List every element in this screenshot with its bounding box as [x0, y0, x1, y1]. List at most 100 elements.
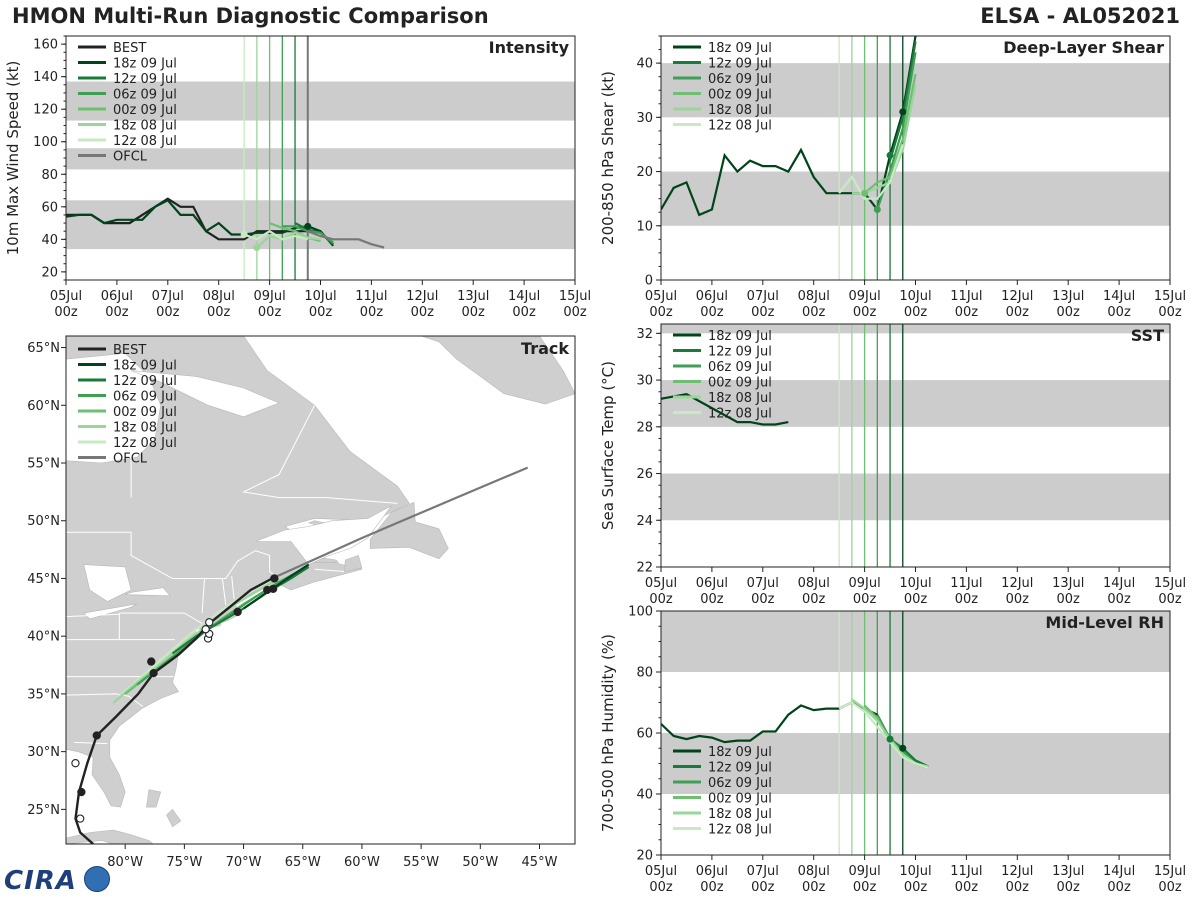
cira-logo: CIRA	[4, 866, 77, 896]
best-track-point	[147, 657, 156, 666]
sst-series-line	[661, 392, 789, 426]
track-line	[271, 466, 529, 580]
rh-panel: 2040608010005Jul00z06Jul00z07Jul00z08Jul…	[599, 605, 1186, 896]
sst-xtick-label: 13Jul	[1052, 576, 1084, 591]
sst-xtick-label: 00z	[1158, 592, 1182, 607]
rh-legend-label: 12z 09 Jul	[708, 761, 772, 776]
rh-xtick-label: 00z	[904, 880, 928, 895]
sst-ytick-label: 28	[636, 420, 653, 435]
intensity-xtick-label: 06Jul	[101, 289, 133, 304]
rh-xtick-label: 13Jul	[1052, 864, 1084, 879]
sst-band	[661, 324, 1170, 334]
track-ytick-label: 40°N	[27, 630, 60, 645]
sst-legend-label: 00z 09 Jul	[708, 376, 772, 391]
sst-band	[661, 473, 1170, 521]
border-line	[314, 568, 345, 572]
shear-xtick-label: 00z	[751, 305, 775, 320]
sst-xtick-label: 08Jul	[798, 576, 830, 591]
rh-legend-label: 12z 08 Jul	[708, 823, 772, 838]
rh-xtick-label: 11Jul	[950, 864, 982, 879]
shear-xtick-label: 00z	[955, 305, 979, 320]
track-panel: 80°W 75°W 70°W 65°W 60°W 55°W 50°W 45°W 25°N 30°N…	[27, 335, 576, 870]
shear-xtick-label: 07Jul	[747, 289, 779, 304]
shear-series-line	[661, 36, 917, 217]
shear-ytick-label: 0	[645, 274, 653, 289]
shear-legend-label: 18z 09 Jul	[708, 41, 772, 56]
shear-xtick-label: 00z	[700, 305, 724, 320]
best-track-point	[205, 618, 214, 627]
rh-ylabel: 700-500 hPa Humidity (%)	[599, 634, 617, 832]
rh-point	[886, 735, 894, 743]
intensity-legend-label: 18z 08 Jul	[113, 119, 177, 134]
shear-xtick-label: 15Jul	[1154, 289, 1186, 304]
shear-xtick-label: 13Jul	[1052, 289, 1084, 304]
shear-point	[861, 189, 869, 197]
sst-xtick-label: 00z	[1057, 592, 1081, 607]
shear-point	[899, 108, 907, 116]
shear-xtick-label: 12Jul	[1001, 289, 1033, 304]
shear-xtick-label: 08Jul	[798, 289, 830, 304]
intensity-legend-label: 12z 09 Jul	[113, 72, 177, 87]
track-line	[112, 577, 280, 704]
rh-title: Mid-Level RH	[1045, 613, 1164, 632]
shear-legend-label: 12z 08 Jul	[708, 119, 772, 134]
track-ytick-label: 45°N	[27, 572, 60, 587]
shear-ytick-label: 30	[636, 111, 653, 126]
track-map	[66, 336, 575, 844]
track-xtick-label: 60°W	[344, 855, 380, 870]
sst-xtick-label: 15Jul	[1154, 576, 1186, 591]
rh-xtick-label: 09Jul	[848, 864, 880, 879]
track-ytick-label: 60°N	[27, 399, 60, 414]
intensity-point	[304, 222, 312, 230]
intensity-ytick-label: 40	[41, 233, 58, 248]
intensity-xtick-label: 00z	[105, 305, 129, 320]
sst-legend-label: 12z 09 Jul	[708, 345, 772, 360]
track-title: Track	[521, 339, 569, 358]
water-body	[255, 505, 392, 565]
shear-legend-label: 00z 09 Jul	[708, 88, 772, 103]
shear-legend-label: 06z 09 Jul	[708, 72, 772, 87]
shear-panel: 01020304005Jul00z06Jul00z07Jul00z08Jul00…	[599, 35, 1186, 320]
track-legend-label: 12z 09 Jul	[113, 374, 177, 389]
sst-xtick-label: 00z	[1107, 592, 1131, 607]
intensity-legend-label: 12z 08 Jul	[113, 134, 177, 149]
land-mass	[146, 789, 162, 808]
rh-xtick-label: 07Jul	[747, 864, 779, 879]
rh-xtick-label: 08Jul	[798, 864, 830, 879]
rh-xtick-label: 10Jul	[899, 864, 931, 879]
water-body	[125, 587, 171, 597]
sst-panel: 22242628303205Jul00z06Jul00z07Jul00z08Ju…	[599, 323, 1186, 607]
shear-title: Deep-Layer Shear	[1003, 38, 1164, 57]
track-xtick-label: 50°W	[462, 855, 498, 870]
rh-xtick-label: 06Jul	[696, 864, 728, 879]
shear-ytick-label: 20	[636, 165, 653, 180]
sst-ytick-label: 30	[636, 374, 653, 389]
intensity-xtick-label: 11Jul	[355, 289, 387, 304]
best-track-point	[76, 814, 85, 823]
intensity-legend-label: 18z 09 Jul	[113, 57, 177, 72]
shear-xtick-label: 00z	[853, 305, 877, 320]
sst-ytick-label: 32	[636, 327, 653, 342]
shear-series-line	[863, 73, 917, 195]
intensity-xtick-label: 00z	[54, 305, 78, 320]
intensity-xtick-label: 12Jul	[406, 289, 438, 304]
intensity-title: Intensity	[489, 38, 570, 57]
land-mass	[166, 808, 182, 828]
rh-xtick-label: 00z	[955, 880, 979, 895]
track-ytick-label: 30°N	[27, 745, 60, 760]
intensity-xtick-label: 00z	[512, 305, 536, 320]
track-xtick-label: 80°W	[107, 855, 143, 870]
intensity-band	[66, 148, 575, 170]
sst-xtick-label: 00z	[700, 592, 724, 607]
intensity-series-line	[243, 229, 309, 241]
sst-ytick-label: 22	[636, 561, 653, 576]
sst-xtick-label: 00z	[853, 592, 877, 607]
intensity-ytick-label: 160	[33, 38, 58, 53]
intensity-legend-label: 06z 09 Jul	[113, 88, 177, 103]
border-line	[66, 531, 280, 579]
track-ytick-label: 50°N	[27, 514, 60, 529]
rh-legend-label: 18z 09 Jul	[708, 745, 772, 760]
rh-band	[661, 611, 1170, 672]
sst-xtick-label: 09Jul	[848, 576, 880, 591]
intensity-xtick-label: 00z	[156, 305, 180, 320]
